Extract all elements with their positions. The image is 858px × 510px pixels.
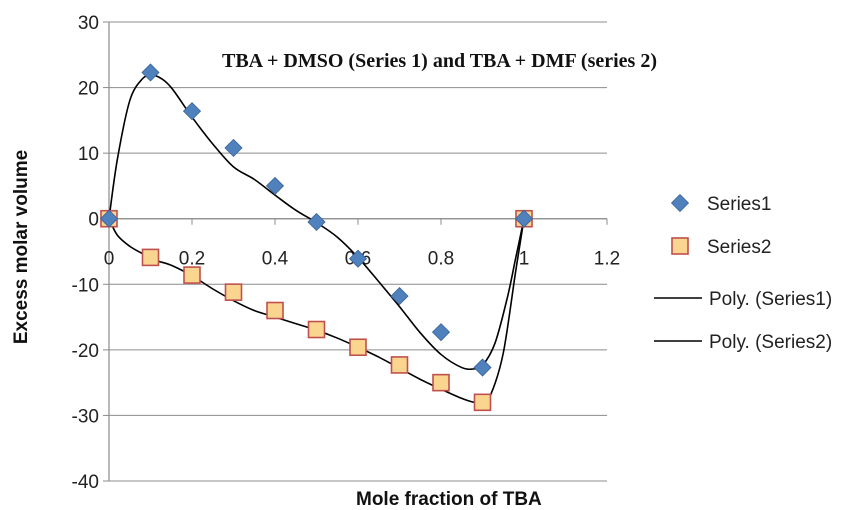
- series1-point: [473, 358, 492, 377]
- trendline-series2: [108, 218, 525, 404]
- y-tick-label: -10: [72, 275, 99, 296]
- legend-square-marker: [671, 237, 689, 255]
- series2-point: [266, 301, 284, 320]
- series2-point: [473, 393, 492, 412]
- x-tick-label: 0.2: [179, 249, 205, 270]
- x-tick-label: 1.2: [594, 249, 620, 270]
- legend-label: Series2: [707, 237, 771, 258]
- series1-point: [265, 176, 285, 195]
- series2-point: [432, 373, 450, 392]
- series2-point: [390, 356, 409, 374]
- y-tick-label: -30: [72, 406, 99, 427]
- x-tick-label: 1: [519, 249, 530, 270]
- series1-point: [348, 249, 368, 268]
- series1-point: [224, 138, 243, 157]
- series1-point: [390, 287, 409, 306]
- series1-point: [514, 209, 534, 228]
- x-tick-label: 0.8: [428, 249, 454, 270]
- y-axis-title: Excess molar volume: [11, 150, 32, 344]
- series2-point: [141, 248, 160, 267]
- x-tick-label: 0.4: [262, 249, 289, 270]
- y-tick-label: -40: [72, 472, 99, 493]
- series1-point: [99, 209, 119, 228]
- legend-series2: Series2: [671, 237, 771, 258]
- series2-point: [307, 320, 326, 339]
- series1-point: [182, 102, 202, 121]
- legend-diamond-marker: [670, 193, 690, 213]
- series1-point: [141, 63, 160, 82]
- legend-series1: Series1: [670, 193, 771, 215]
- y-tick-label: 10: [78, 144, 99, 165]
- data-points: [99, 63, 534, 412]
- y-tick-label: 0: [88, 210, 99, 231]
- legend-poly-series1: Poly. (Series1): [654, 289, 832, 310]
- series1-point: [431, 323, 451, 342]
- series2-point: [349, 338, 367, 357]
- trendlines: [108, 74, 525, 404]
- series2-point: [224, 283, 243, 301]
- series1-point: [307, 212, 326, 232]
- legend-label: Poly. (Series1): [709, 289, 832, 310]
- legend-label: Poly. (Series2): [709, 332, 832, 353]
- chart-title: TBA + DMSO (Series 1) and TBA + DMF (ser…: [222, 50, 657, 72]
- series2-point: [183, 266, 201, 284]
- legend: Series1 Series2 Poly. (Series1) Poly. (Seri…: [654, 193, 832, 353]
- legend-label: Series1: [707, 194, 771, 215]
- y-tick-label: 30: [78, 13, 99, 34]
- y-tick-label: -20: [72, 341, 99, 362]
- x-axis-title: Mole fraction of TBA: [356, 489, 542, 510]
- y-tick-label: 20: [78, 79, 99, 100]
- legend-poly-series2: Poly. (Series2): [654, 332, 832, 353]
- x-tick-label: 0: [104, 249, 115, 270]
